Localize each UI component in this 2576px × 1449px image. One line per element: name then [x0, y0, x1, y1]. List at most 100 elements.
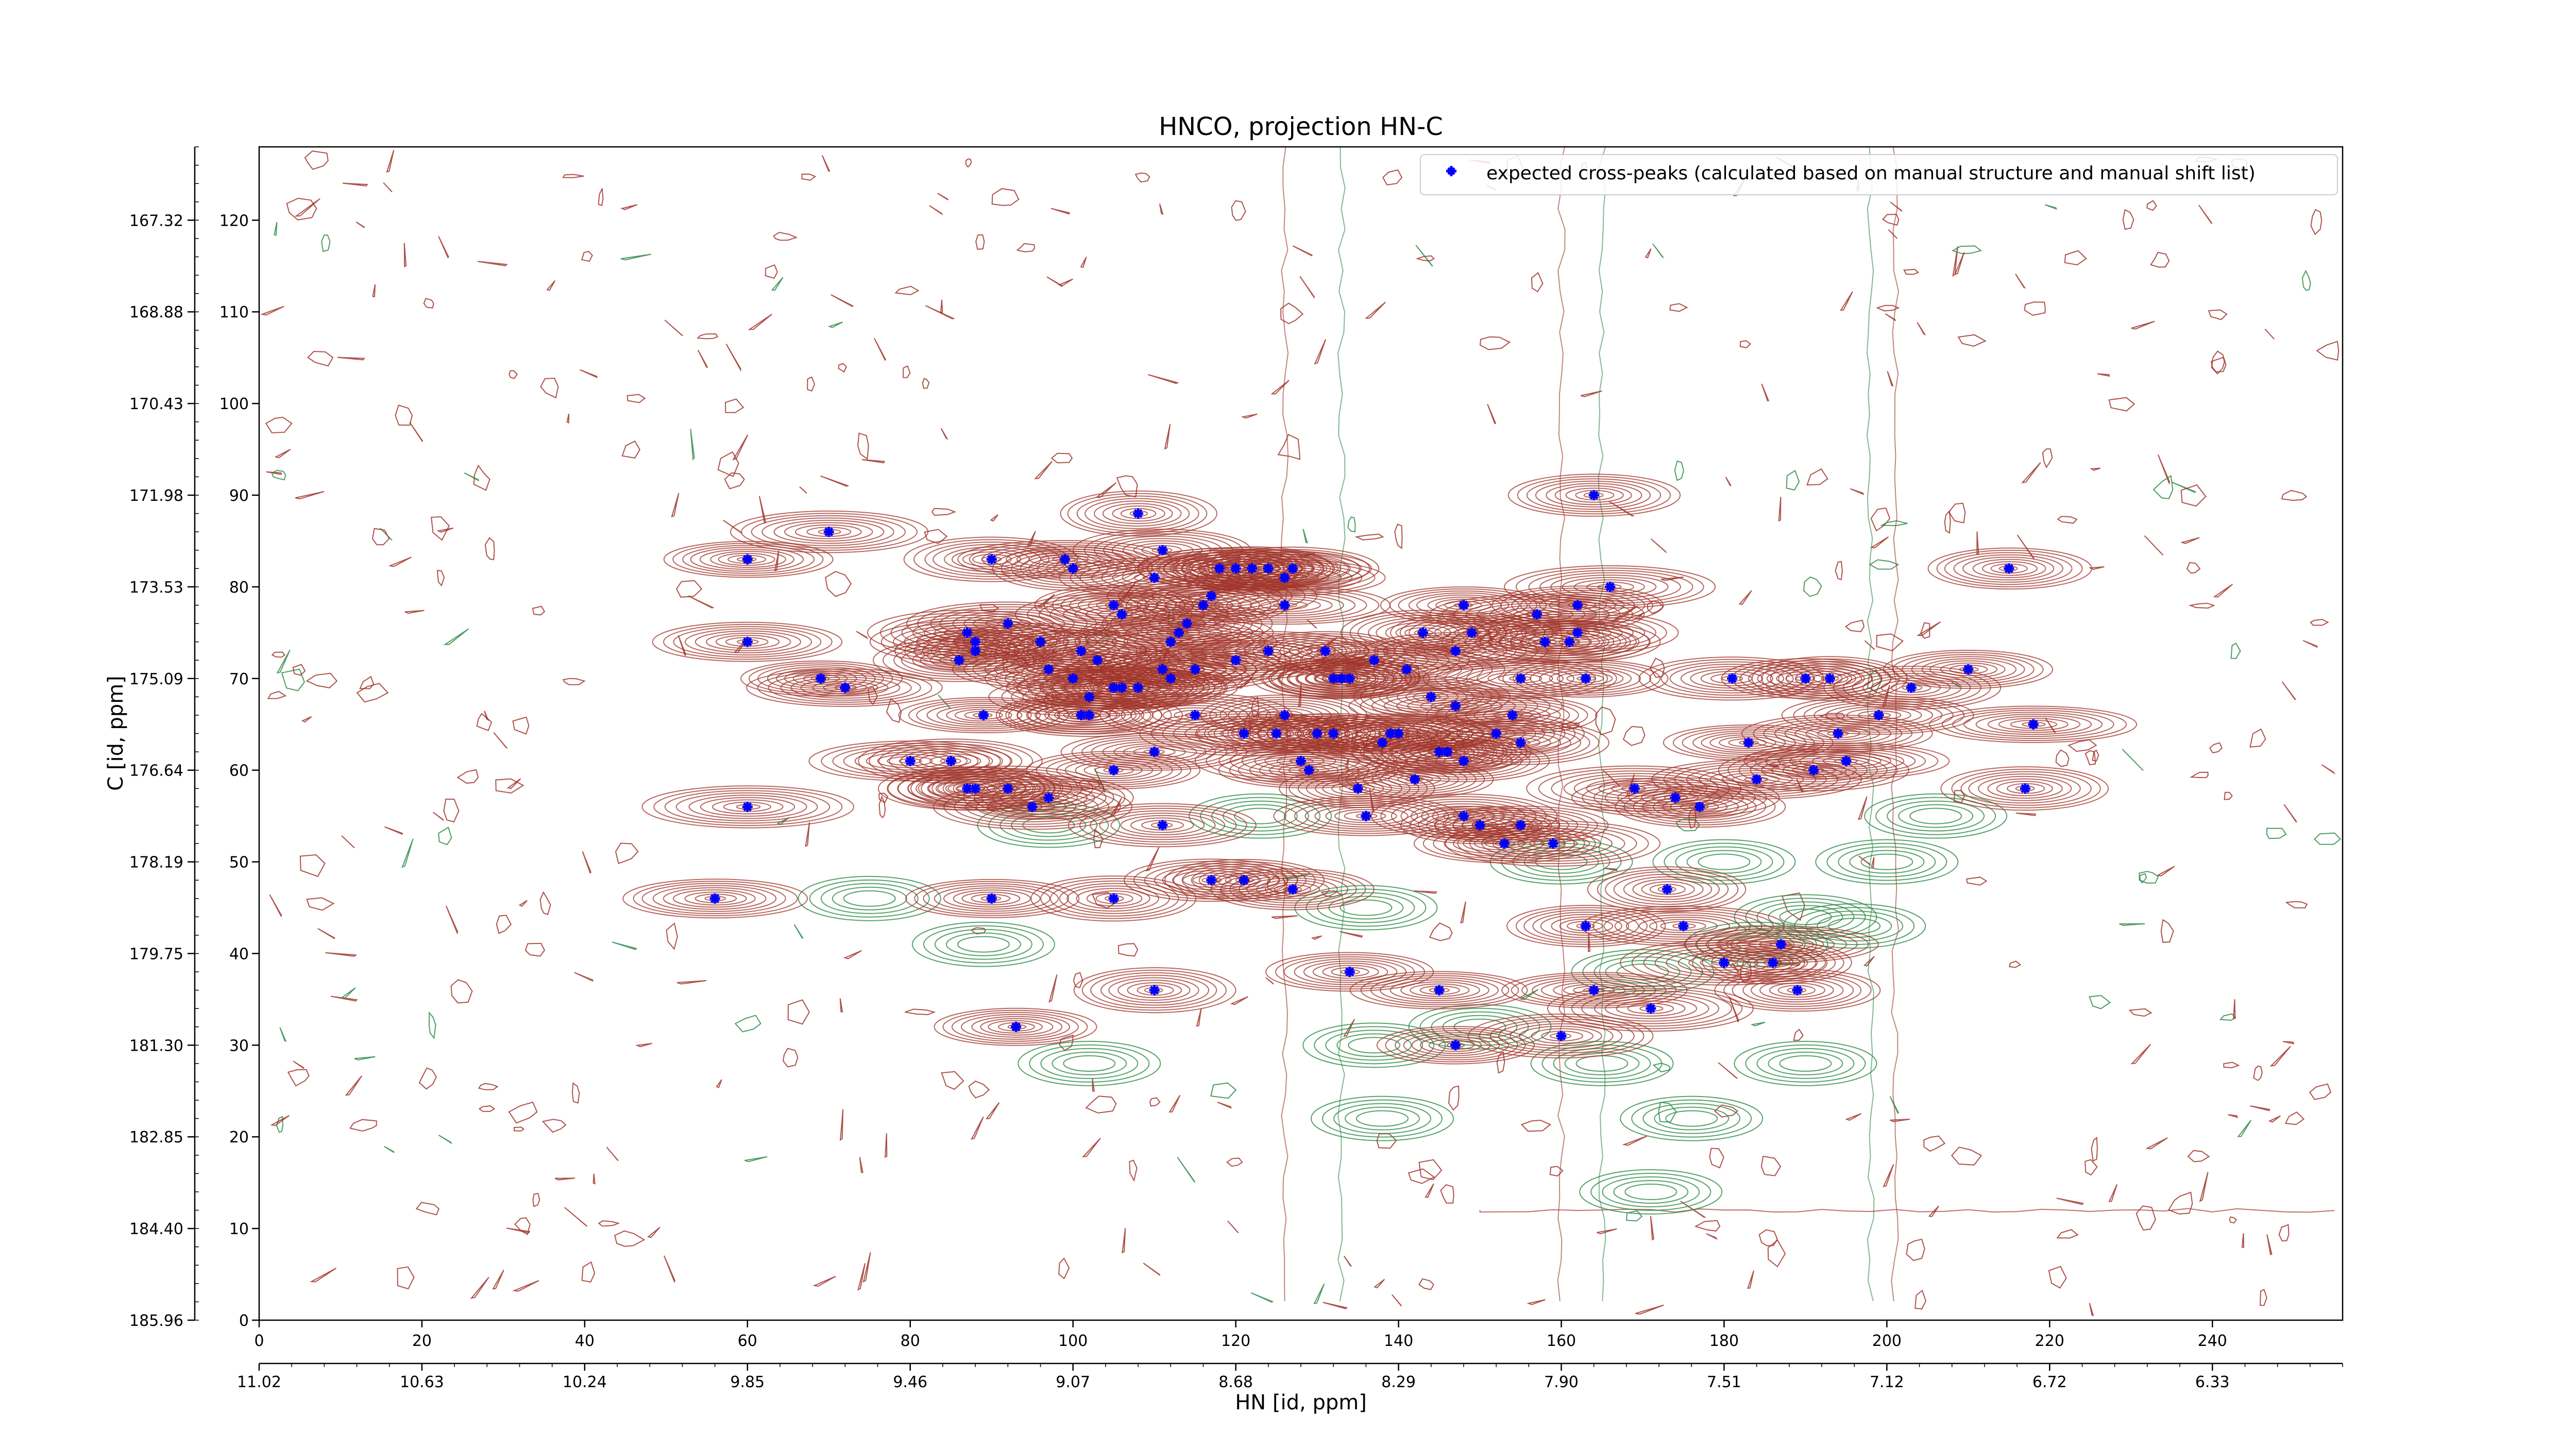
positive-contour	[641, 883, 786, 914]
positive-contour	[652, 621, 843, 662]
positive-contour	[1669, 664, 1794, 694]
noise-contour	[1718, 1062, 1738, 1079]
negative-contour	[945, 932, 1021, 956]
noise-contour	[2310, 209, 2323, 235]
expected-peak-marker	[1751, 774, 1762, 785]
positive-contour	[1511, 974, 1676, 1007]
noise-contour	[799, 486, 807, 494]
noise-contour	[2313, 832, 2341, 845]
noise-contour	[2144, 535, 2164, 556]
negative-contour	[1234, 807, 1287, 824]
expected-peak-marker	[1556, 1031, 1567, 1041]
noise-contour	[1313, 1284, 1325, 1304]
noise-contour	[2097, 373, 2110, 377]
positive-contour	[1357, 615, 1487, 651]
positive-contour	[1587, 866, 1747, 913]
noise-contour	[2310, 619, 2329, 626]
noise-contour	[2156, 866, 2175, 877]
noise-contour	[2266, 828, 2287, 839]
expected-peak-marker	[1165, 636, 1176, 647]
noise-contour	[857, 1263, 866, 1291]
noise-contour	[438, 236, 449, 259]
noise-contour	[971, 1116, 984, 1140]
negative-contour	[1579, 1169, 1723, 1215]
expected-peak-marker	[1092, 655, 1103, 666]
expected-peak-marker	[1239, 875, 1249, 886]
expected-peak-marker	[1279, 572, 1290, 583]
positive-contour	[1500, 587, 1653, 623]
noise-contour	[1092, 1078, 1095, 1092]
noise-contour	[506, 1227, 531, 1234]
noise-contour	[2139, 873, 2147, 884]
negative-contour	[1052, 1051, 1127, 1075]
noise-contour	[1806, 468, 1828, 486]
positive-contour	[1026, 751, 1201, 790]
positive-contour	[1594, 995, 1709, 1022]
noise-contour	[1460, 901, 1466, 924]
positive-contour	[1617, 786, 1734, 810]
expected-peak-marker	[1515, 673, 1526, 684]
positive-contour	[633, 881, 798, 917]
positive-contour	[1641, 881, 1695, 898]
noise-contour	[1952, 246, 1958, 277]
x-tick-label: 40	[575, 1332, 595, 1350]
positive-contour	[622, 879, 808, 919]
positive-contour	[1099, 810, 1225, 840]
positive-contour	[954, 709, 1012, 722]
noise-contour	[2282, 1041, 2295, 1044]
expected-peak-marker	[823, 527, 834, 537]
positive-contour	[1162, 868, 1260, 892]
negative-contour	[1029, 1044, 1150, 1083]
y-tick-label: 110	[219, 304, 249, 322]
noise-contour	[1270, 380, 1290, 395]
positive-contour	[730, 510, 929, 553]
noise-contour	[859, 1157, 863, 1173]
positive-contour	[1743, 743, 1950, 780]
noise-contour	[1680, 1201, 1707, 1218]
expected-peak-marker	[1003, 618, 1013, 629]
positive-contour	[971, 1016, 1063, 1038]
noise-contour	[1625, 1210, 1643, 1222]
noise-contour	[1954, 252, 1965, 275]
noise-contour	[1292, 245, 1313, 257]
negative-contour	[1779, 1055, 1832, 1072]
positive-contour	[1532, 912, 1639, 940]
noise-contour	[787, 999, 810, 1025]
positive-contour	[1521, 975, 1667, 1005]
noise-contour	[612, 941, 638, 950]
expected-peak-marker	[1426, 692, 1436, 702]
streak-contour	[1598, 147, 1606, 1302]
positive-contour	[1137, 589, 1272, 621]
noise-contour	[1408, 1168, 1435, 1184]
noise-contour	[676, 580, 703, 598]
expected-peak-marker	[1401, 664, 1412, 675]
positive-contour	[1249, 598, 1321, 612]
positive-contour	[934, 1007, 1097, 1046]
noise-contour	[1622, 726, 1646, 746]
negative-contour	[1686, 850, 1762, 874]
expected-peak-marker	[1296, 755, 1306, 766]
negative-contour	[934, 929, 1032, 960]
noise-contour	[384, 826, 403, 835]
expected-peak-marker	[905, 755, 916, 766]
noise-contour	[2089, 1303, 2094, 1317]
x-tick-label: 180	[1709, 1332, 1739, 1350]
y-tick-label: 20	[229, 1128, 249, 1147]
noise-contour	[1520, 1119, 1551, 1132]
noise-contour	[2009, 961, 2022, 968]
positive-contour	[1086, 890, 1143, 907]
noise-contour	[401, 838, 414, 868]
noise-contour	[514, 1217, 531, 1236]
noise-contour	[2250, 1105, 2270, 1111]
negative-contour	[1745, 1044, 1866, 1083]
positive-contour	[1191, 587, 1380, 623]
negative-contour	[1018, 1040, 1161, 1086]
noise-contour	[2269, 1046, 2291, 1067]
positive-contour	[1987, 778, 2063, 799]
noise-contour	[1117, 943, 1139, 957]
negative-contour	[843, 890, 896, 907]
negative-contour	[1875, 797, 1996, 835]
noise-contour	[2160, 919, 2174, 943]
noise-contour	[2055, 749, 2070, 767]
negative-contour	[1756, 1048, 1855, 1079]
